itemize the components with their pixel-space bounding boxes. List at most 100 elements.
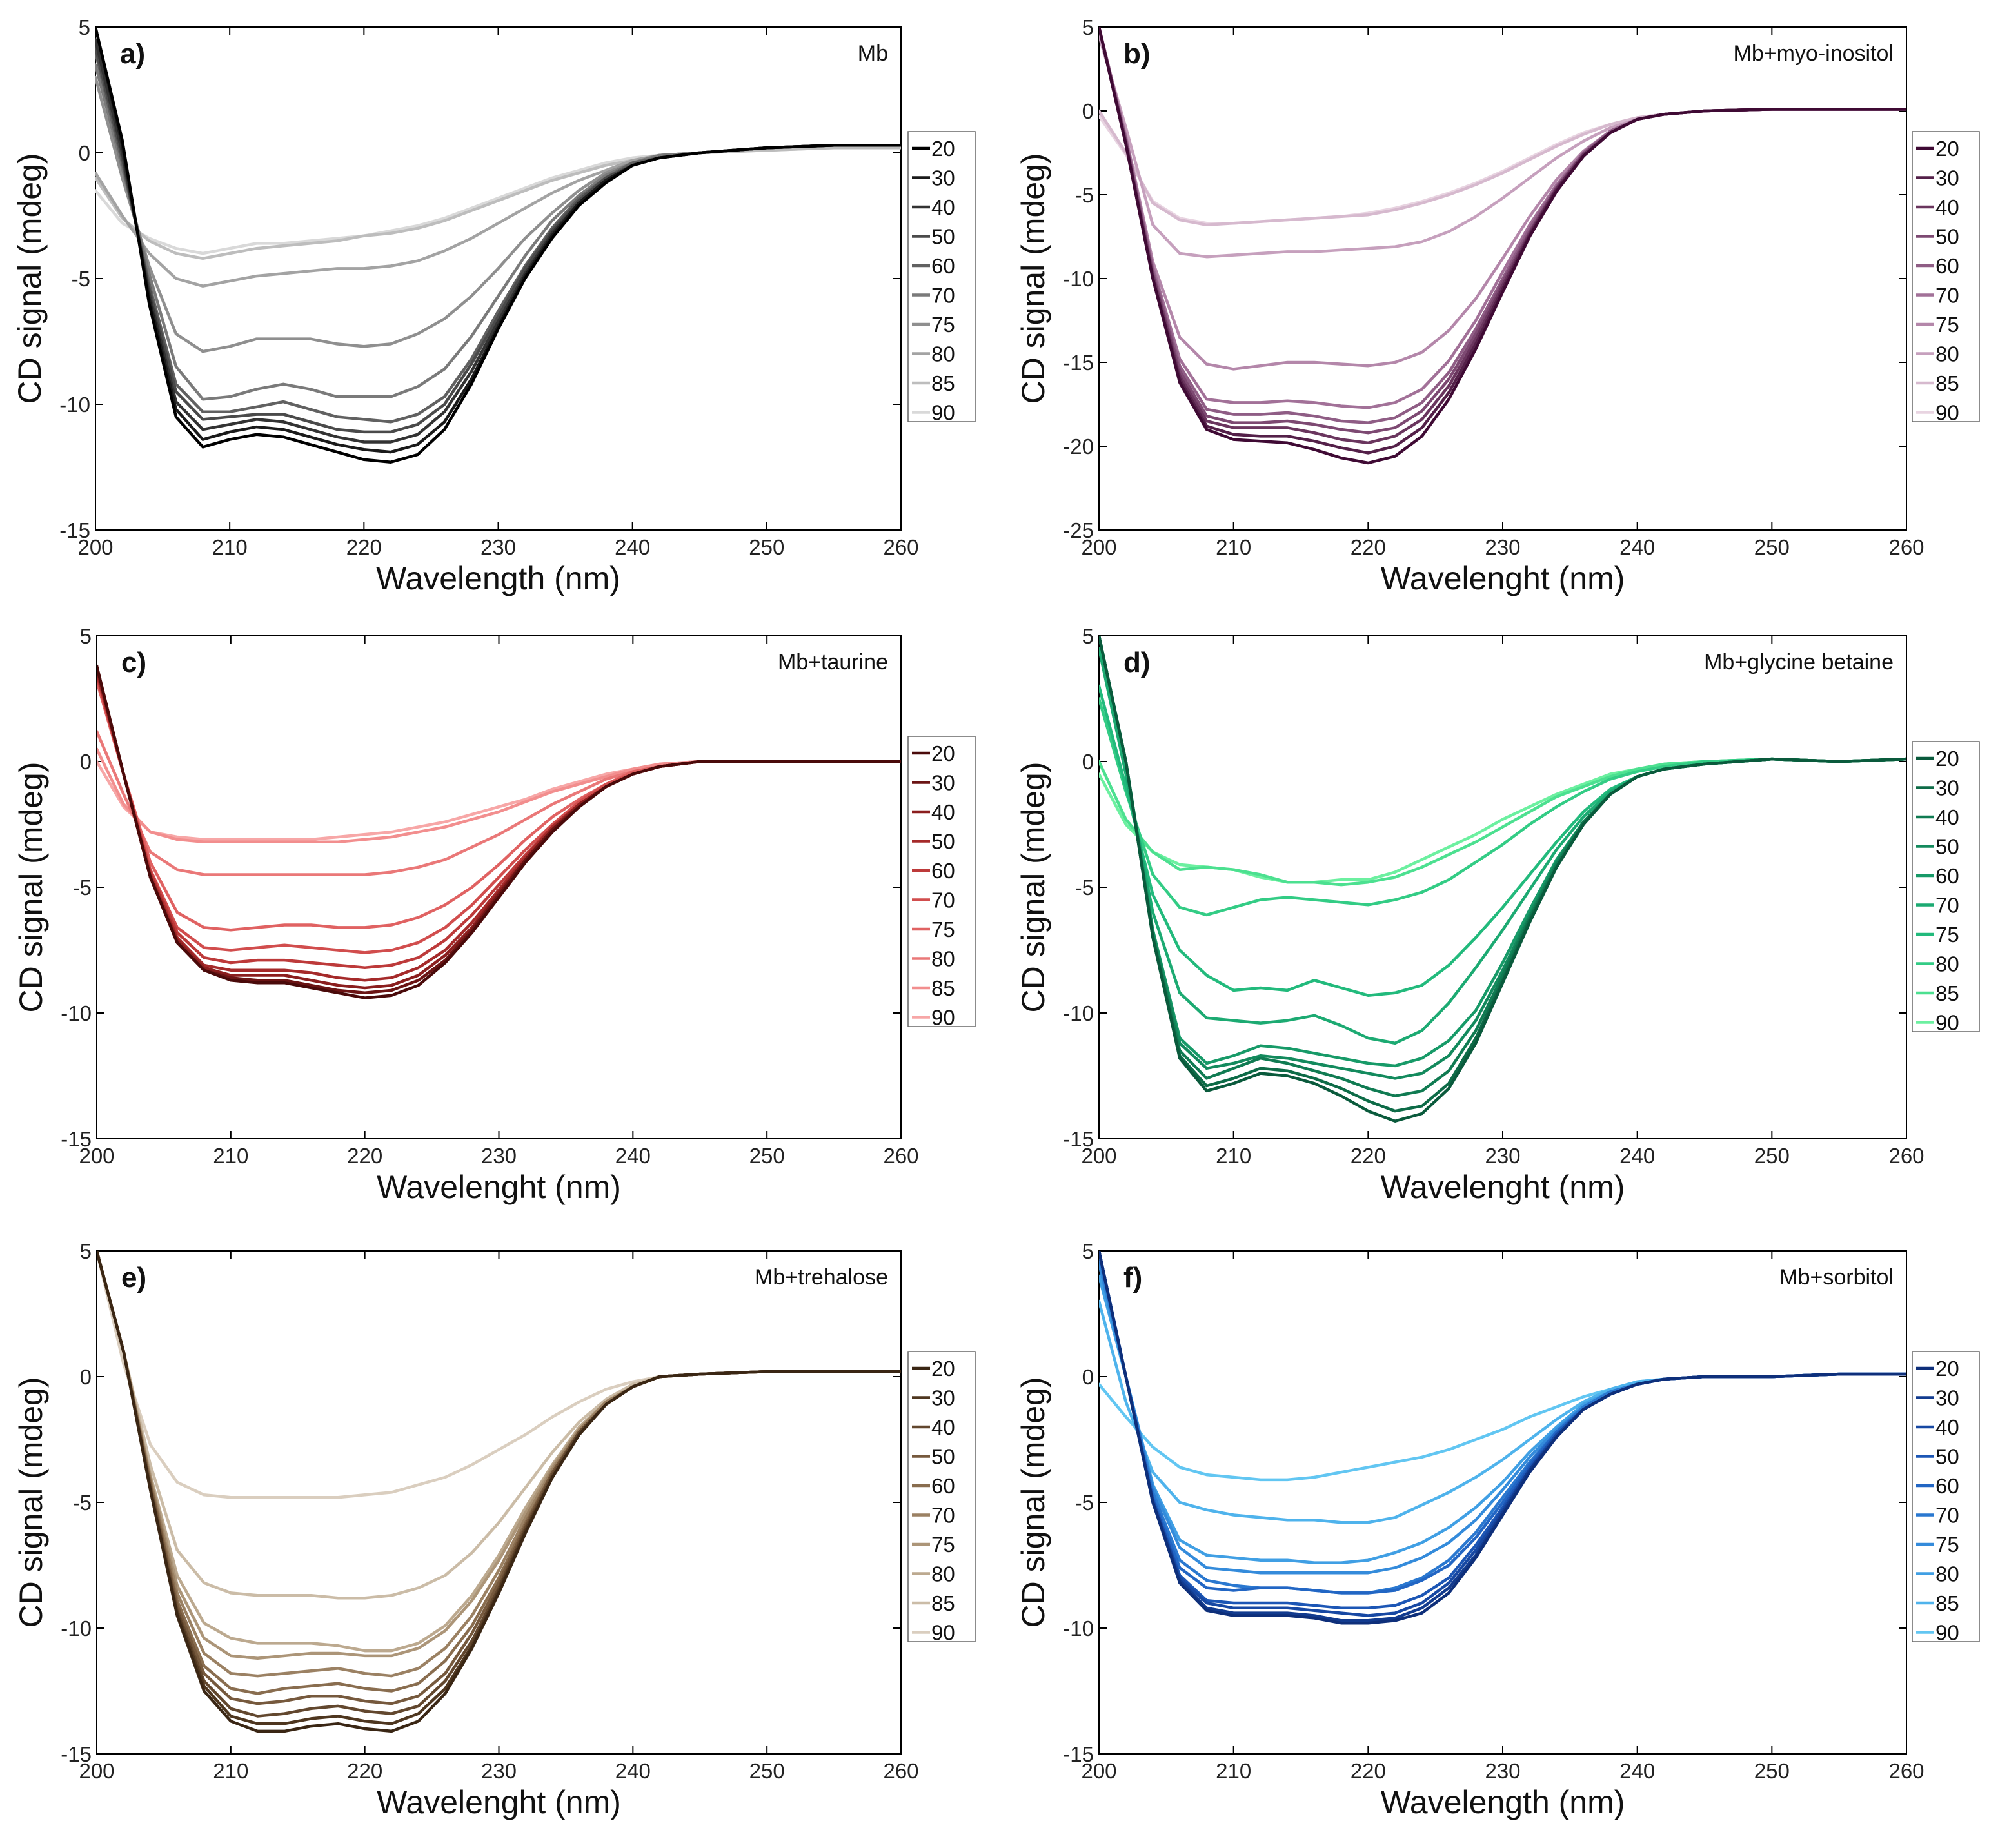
- legend-label: 20: [931, 1357, 955, 1381]
- y-tick-label: -10: [1063, 1617, 1094, 1640]
- series-line-50: [1099, 636, 1906, 1080]
- legend-label: 85: [1935, 371, 1959, 395]
- series-line-70: [1099, 27, 1906, 409]
- y-tick-label: -15: [61, 1742, 92, 1766]
- x-tick-label: 250: [1754, 1759, 1790, 1783]
- x-axis-label: Wavelength (nm): [376, 560, 620, 596]
- panel-label: c): [121, 647, 146, 678]
- legend-label: 90: [931, 401, 955, 425]
- y-tick-label: -5: [73, 1491, 92, 1515]
- panel-label: d): [1123, 647, 1151, 678]
- series-group: [1099, 1251, 1906, 1625]
- x-tick-label: 200: [1081, 1144, 1116, 1168]
- y-tick-label: -5: [1075, 1491, 1094, 1515]
- y-tick-label: 0: [1082, 750, 1094, 774]
- series-line-75: [97, 1251, 901, 1660]
- legend-label: 40: [1935, 1415, 1959, 1439]
- series-line-40: [1099, 636, 1906, 1097]
- series-line-60: [95, 50, 901, 424]
- legend-label: 80: [931, 947, 955, 971]
- series-group: [97, 1251, 901, 1733]
- x-tick-label: 220: [347, 1759, 382, 1783]
- x-tick-label: 230: [480, 535, 516, 559]
- series-line-80: [95, 144, 901, 288]
- x-tick-label: 210: [1216, 1144, 1251, 1168]
- legend-label: 75: [1935, 313, 1959, 337]
- y-tick-label: -5: [72, 267, 90, 291]
- series-line-85: [1099, 108, 1906, 227]
- legend-label: 30: [1935, 1386, 1959, 1410]
- legend-label: 90: [1935, 401, 1959, 425]
- legend-label: 90: [1935, 1011, 1959, 1035]
- series-line-60: [1099, 636, 1906, 1068]
- y-tick-label: -5: [1075, 876, 1094, 899]
- panel-e: 200 210 220 230 240 250 26050-5-10-15Wavelengh…: [13, 1239, 976, 1820]
- x-tick-label: 230: [481, 1759, 517, 1783]
- legend: 20 30 40 50 60 70 75 80 85 90: [907, 1351, 976, 1645]
- series-line-90: [97, 760, 901, 841]
- legend-label: 80: [1935, 1562, 1959, 1586]
- panel-title: Mb+trehalose: [755, 1265, 888, 1290]
- legend-label: 80: [1935, 342, 1959, 366]
- legend-label: 60: [931, 859, 955, 883]
- legend-label: 75: [931, 1533, 955, 1557]
- x-tick-label: 250: [749, 1144, 785, 1168]
- y-tick-label: -5: [73, 876, 92, 899]
- series-line-85: [95, 146, 901, 260]
- series-line-40: [97, 667, 901, 990]
- legend-label: 20: [1935, 1357, 1959, 1381]
- series-line-80: [1099, 697, 1906, 917]
- legend-label: 70: [931, 284, 955, 308]
- legend-label: 30: [931, 771, 955, 795]
- legend-label: 50: [931, 830, 955, 854]
- panel-d: 200 210 220 230 240 250 26050-5-10-15Wavelengh…: [1015, 624, 1980, 1205]
- y-tick-label: 0: [80, 1365, 92, 1389]
- panel-a: 200 210 220 230 240 250 26050-5-10-15Wavelengt…: [12, 15, 976, 596]
- series-line-85: [1099, 757, 1906, 887]
- legend-label: 75: [931, 918, 955, 941]
- series-line-40: [1099, 27, 1906, 445]
- x-tick-label: 260: [883, 535, 918, 559]
- legend-label: 40: [1935, 805, 1959, 829]
- legend: 20 30 40 50 60 70 75 80 85 90: [1912, 131, 1980, 425]
- x-tick-label: 210: [213, 1759, 248, 1783]
- legend-box: [1912, 1351, 1980, 1642]
- y-tick-label: -10: [59, 393, 90, 417]
- panel-label: f): [1123, 1262, 1142, 1293]
- x-tick-label: 250: [749, 1759, 785, 1783]
- y-tick-label: 5: [1082, 624, 1094, 648]
- legend-box: [1912, 741, 1980, 1032]
- legend-label: 50: [931, 225, 955, 249]
- x-tick-label: 210: [1216, 1759, 1251, 1783]
- legend-label: 75: [1935, 923, 1959, 947]
- y-tick-label: -15: [1063, 1742, 1094, 1766]
- series-line-30: [95, 27, 901, 454]
- legend-label: 30: [931, 166, 955, 190]
- y-tick-label: -10: [61, 1001, 92, 1025]
- series-line-60: [97, 672, 901, 970]
- series-line-20: [1099, 636, 1906, 1123]
- y-tick-label: 5: [79, 15, 90, 39]
- series-line-75: [1099, 1262, 1906, 1575]
- series-line-50: [97, 1251, 901, 1705]
- y-tick-label: 5: [80, 624, 92, 648]
- y-tick-label: 0: [80, 750, 92, 774]
- legend-label: 90: [931, 1621, 955, 1645]
- panel-title: Mb+taurine: [778, 650, 888, 674]
- x-tick-label: 220: [1351, 1759, 1386, 1783]
- y-axis-label: CD signal (mdeg): [1015, 153, 1051, 404]
- y-tick-label: 5: [1082, 15, 1094, 39]
- legend-label: 60: [931, 254, 955, 278]
- y-tick-label: -10: [1063, 267, 1094, 291]
- series-group: [97, 664, 901, 999]
- legend-label: 40: [931, 195, 955, 219]
- y-tick-label: 5: [1082, 1239, 1094, 1263]
- series-line-40: [1099, 1251, 1906, 1617]
- series-line-20: [1099, 1251, 1906, 1625]
- y-tick-label: -15: [59, 518, 90, 542]
- legend-label: 80: [931, 342, 955, 366]
- legend-label: 70: [1935, 894, 1959, 918]
- x-tick-label: 260: [1888, 1144, 1924, 1168]
- series-line-50: [95, 45, 901, 434]
